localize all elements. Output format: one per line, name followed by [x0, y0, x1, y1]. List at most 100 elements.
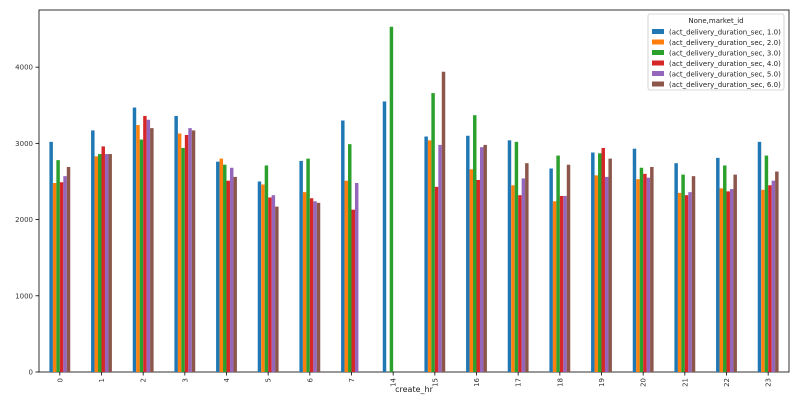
bar-hr5-series2 [261, 184, 265, 372]
bar-hr1-series3 [98, 154, 102, 372]
bar-hr0-series2 [52, 182, 57, 372]
bar-hr3-series4 [184, 134, 189, 372]
bar-hr18-series4 [559, 195, 564, 372]
bar-hr22-series5 [729, 189, 734, 372]
bar-hr7-series3 [348, 144, 352, 372]
bar-hr15-series2 [427, 140, 432, 372]
bar-hr2-series2 [136, 125, 140, 372]
bar-hr23-series6 [775, 171, 779, 372]
bar-hr23-series4 [768, 185, 772, 372]
bar-hr21-series3 [681, 174, 685, 372]
bar-hr22-series3 [723, 165, 727, 372]
bar-hr17-series5 [521, 178, 526, 372]
bar-hr5-series5 [271, 195, 276, 372]
bar-hr19-series2 [594, 175, 599, 372]
bar-hr2-series4 [143, 115, 147, 373]
bar-hr19-series4 [601, 147, 605, 372]
bar-hr0-series5 [63, 176, 67, 372]
bar-hr20-series5 [646, 177, 651, 372]
bar-hr15-series5 [438, 144, 442, 372]
bars-group [49, 26, 779, 373]
bar-hr23-series3 [764, 155, 769, 372]
bar-hr20-series3 [639, 167, 644, 372]
bar-hr7-series5 [354, 182, 359, 372]
bar-hr2-series5 [146, 119, 151, 372]
bar-hr18-series2 [552, 201, 557, 372]
bar-hr14-series3 [389, 26, 394, 372]
bar-hr1-series2 [94, 156, 99, 372]
x-tick-label: 7 [348, 378, 356, 382]
y-axis: 0 1000 2000 3000 4000 [15, 64, 39, 377]
bar-hr5-series4 [268, 197, 272, 372]
legend-swatch [652, 29, 664, 34]
x-tick-label: 15 [431, 378, 439, 387]
legend-swatch [652, 60, 664, 66]
bar-hr4-series5 [229, 167, 234, 372]
legend-label: (act_delivery_duration_sec, 3.0) [669, 50, 781, 58]
bar-hr2-series3 [139, 139, 144, 372]
bar-hr5-series3 [264, 165, 269, 372]
legend-label: (act_delivery_duration_sec, 4.0) [669, 60, 781, 68]
bar-hr17-series4 [518, 195, 522, 372]
bar-hr21-series5 [688, 192, 692, 372]
x-tick-label: 19 [598, 378, 606, 387]
x-tick-label: 2 [140, 378, 148, 382]
bar-hr5-series6 [275, 206, 279, 372]
bar-hr20-series2 [636, 179, 640, 372]
bar-hr18-series3 [556, 155, 560, 372]
y-tick-label: 4000 [15, 64, 33, 72]
bar-hr6-series5 [313, 201, 317, 372]
y-tick-label: 0 [29, 369, 33, 377]
bar-hr1-series1 [91, 130, 95, 372]
bar-hr23-series5 [771, 180, 776, 372]
legend-swatch [652, 50, 664, 55]
legend-swatch [652, 71, 664, 76]
bar-hr22-series6 [733, 174, 737, 372]
bar-hr17-series2 [511, 185, 515, 372]
bar-hr14-series1 [382, 101, 387, 372]
legend-title: None,market_id [688, 17, 743, 25]
bar-hr0-series3 [56, 160, 60, 372]
bar-hr18-series6 [566, 164, 571, 372]
bar-hr6-series4 [309, 198, 314, 372]
bar-hr20-series4 [643, 173, 647, 372]
bar-hr0-series4 [59, 182, 64, 372]
bar-hr19-series1 [591, 152, 595, 372]
legend-label: (act_delivery_duration_sec, 6.0) [669, 81, 781, 89]
x-tick-label: 14 [390, 377, 398, 386]
bar-hr6-series2 [302, 192, 307, 372]
x-tick-label: 23 [765, 378, 773, 387]
bar-hr3-series2 [177, 133, 182, 372]
bar-hr23-series2 [761, 189, 765, 372]
bar-hr20-series6 [650, 166, 654, 372]
legend-label: (act_delivery_duration_sec, 2.0) [669, 39, 781, 47]
x-tick-label: 17 [515, 378, 523, 387]
bar-hr17-series6 [525, 163, 529, 372]
bar-hr16-series5 [479, 147, 484, 372]
bar-hr15-series6 [441, 71, 446, 372]
legend: None,market_id (act_delivery_duration_sec… [647, 13, 785, 91]
bar-hr18-series1 [549, 168, 553, 372]
bar-hr7-series1 [341, 120, 345, 372]
legend-frame [647, 13, 785, 91]
x-tick-label: 16 [473, 377, 481, 386]
bar-hr7-series2 [344, 180, 349, 372]
y-tick-label: 3000 [15, 140, 33, 148]
bar-hr0-series6 [66, 166, 71, 372]
x-tick-label: 21 [681, 378, 689, 387]
bar-hr6-series1 [299, 160, 303, 372]
bar-hr1-series6 [108, 154, 112, 372]
bar-hr0-series1 [49, 141, 53, 372]
bar-hr4-series1 [216, 161, 220, 372]
bar-hr16-series2 [469, 169, 474, 372]
legend-swatch [652, 39, 664, 45]
y-tick-label: 1000 [15, 292, 33, 300]
bar-hr21-series1 [674, 163, 678, 372]
bar-hr19-series6 [608, 158, 612, 372]
y-tick-label: 2000 [15, 216, 33, 224]
bar-hr15-series1 [424, 136, 428, 372]
x-tick-label: 3 [181, 378, 189, 382]
bar-hr6-series6 [316, 202, 321, 372]
bar-hr22-series1 [716, 157, 720, 372]
